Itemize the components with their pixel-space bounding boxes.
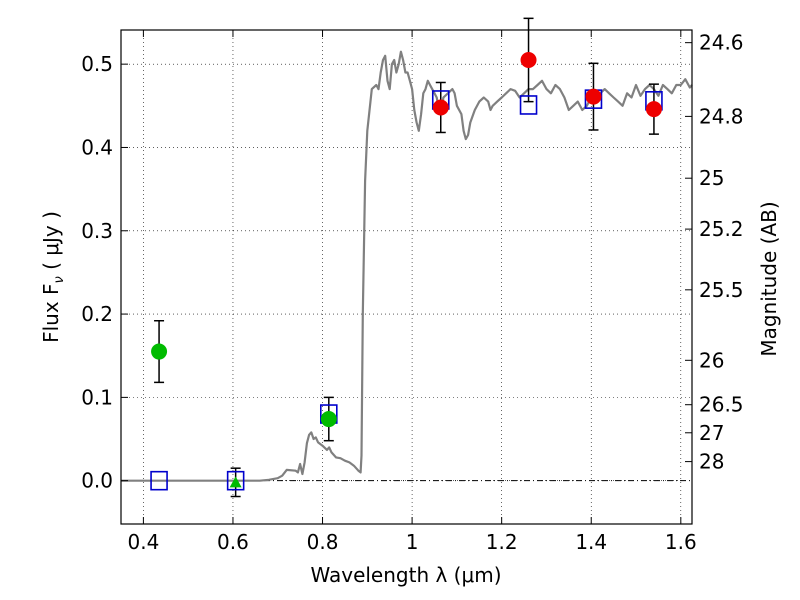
x-tick-label: 1.6	[665, 530, 697, 554]
y2-tick-label: 26	[699, 348, 724, 372]
y-tick-label: 0.1	[81, 385, 113, 409]
model-spectrum-line	[121, 50, 693, 482]
plot-area	[121, 17, 693, 498]
x-axis-ticks: 0.4 0.6 0.8 1 1.2 1.4 1.6	[127, 30, 697, 554]
x-tick-label: 0.6	[217, 530, 249, 554]
y2-tick-label: 24.8	[699, 104, 744, 128]
y2-tick-label: 26.5	[699, 393, 744, 417]
y2-tick-label: 25.5	[699, 278, 744, 302]
green-data-point	[151, 343, 168, 360]
y-tick-label: 0.4	[81, 135, 113, 159]
grid	[121, 30, 692, 524]
y-axis-ticks: 0.0 0.1 0.2 0.3 0.4 0.5	[81, 52, 128, 493]
axes-frame	[120, 29, 693, 525]
model-band-square	[226, 470, 245, 491]
y2-tick-label: 25	[699, 166, 724, 190]
x-tick-label: 1.4	[575, 530, 607, 554]
y-tick-label: 0.0	[81, 469, 113, 493]
y2-axis-label: Magnitude (AB)	[757, 201, 781, 356]
y-tick-label: 0.3	[81, 219, 113, 243]
green-upper-limit-marker	[229, 476, 242, 488]
x-tick-label: 1.2	[486, 530, 518, 554]
y-tick-label: 0.2	[81, 302, 113, 326]
y-axis-label: Flux Fν ( μJy )	[39, 211, 67, 343]
red-data-point	[645, 101, 662, 118]
y2-tick-label: 27	[699, 421, 724, 445]
green-data-point	[320, 411, 337, 428]
x-tick-label: 0.4	[127, 530, 159, 554]
y2-tick-label: 28	[699, 450, 724, 474]
model-band-square	[519, 95, 538, 115]
red-data-point	[432, 99, 449, 116]
red-data-point	[520, 51, 537, 68]
x-tick-label: 0.8	[307, 530, 339, 554]
x-axis-label: Wavelength λ (μm)	[310, 563, 501, 587]
y-tick-label: 0.5	[81, 52, 113, 76]
x-tick-label: 1	[406, 530, 419, 554]
y2-axis-ticks: 24.6 24.8 25 25.2 25.5 26 26.5 27 28	[685, 31, 744, 474]
model-band-square	[150, 470, 168, 491]
y2-tick-label: 25.2	[699, 217, 744, 241]
y2-tick-label: 24.6	[699, 31, 744, 55]
red-data-point	[585, 88, 602, 105]
